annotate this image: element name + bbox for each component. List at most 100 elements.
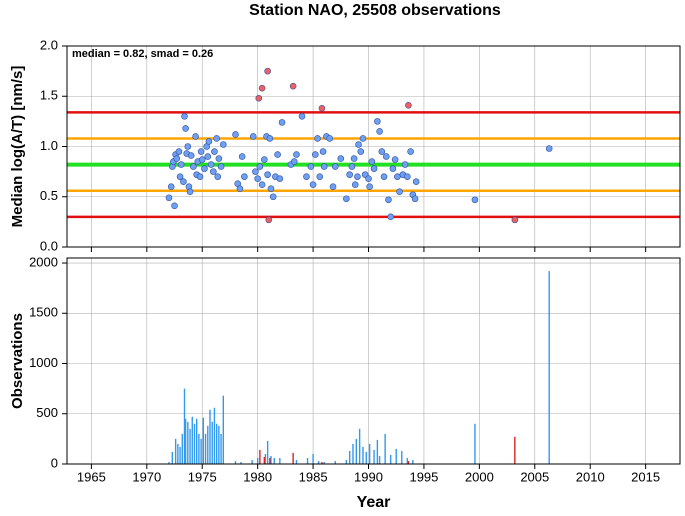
point [249,133,257,140]
point [192,133,199,140]
bar [362,446,364,464]
plot-frame [66,257,681,465]
x-tick-label: 2005 [520,469,549,484]
bar [207,425,209,464]
point [354,173,361,180]
bar [193,423,196,464]
annotation: median = 0.82, smad = 0.26 [72,48,213,60]
bar [202,417,205,464]
point [211,148,218,155]
point [359,135,367,142]
y-tick-label: 500 [36,405,58,420]
bar [358,428,361,464]
point [180,178,187,185]
bar [234,460,237,464]
bar [401,450,403,464]
point [182,125,189,132]
bar [195,418,198,464]
point [365,175,372,182]
bar [189,428,191,464]
point [219,141,227,148]
y-tick-label: 1.5 [40,88,58,103]
bar [306,457,309,464]
point [298,113,306,120]
point [207,161,215,168]
bar [213,407,216,464]
point [181,113,188,120]
point [391,156,399,163]
bar [273,457,275,464]
point [337,155,345,162]
point [255,94,263,102]
x-tick-label: 1970 [132,469,161,484]
bar [184,418,187,464]
bar [334,460,336,464]
y-tick-label: 2.0 [40,37,58,52]
bar [514,436,516,464]
point [407,148,414,155]
point [471,196,479,204]
bar [171,451,174,464]
bar [317,460,320,464]
point [175,148,183,155]
point [264,67,271,75]
point [401,161,409,168]
y-tick-label: 1.0 [40,138,58,153]
point [329,183,337,190]
point [366,183,373,190]
bar [174,438,177,464]
point [348,163,356,170]
plot-frame [66,45,681,248]
point [368,158,376,165]
x-tick-label: 1980 [243,469,272,484]
bar [191,416,193,464]
point [378,148,386,155]
point [350,155,358,162]
x-tick-label: 1990 [354,469,383,484]
point [385,196,392,204]
point [196,173,204,180]
point [370,165,378,172]
bar [365,451,367,464]
y-tick-label: 1500 [29,305,58,320]
point [545,145,553,152]
point [173,155,181,162]
point [205,138,213,145]
point [186,188,194,196]
bar [373,449,375,464]
bar [264,453,267,464]
point [394,173,401,180]
point [274,151,281,158]
point [405,101,412,109]
point [320,163,328,170]
bar [412,459,414,464]
bar [218,425,220,464]
y-tick-label: 1000 [29,355,58,370]
point [374,118,381,125]
x-tick-label: 2010 [576,469,605,484]
bar [209,409,211,464]
bar [240,461,242,464]
bar [323,461,325,464]
bar [270,455,272,464]
point [241,173,248,180]
point [355,141,362,148]
bar [395,448,397,464]
chart-title: Station NAO, 25508 observations [249,2,501,19]
point [346,171,353,178]
point [269,193,277,201]
x-tick-label: 1975 [188,469,217,484]
bar [474,423,476,464]
point [265,216,273,224]
bar [321,461,323,464]
point [198,156,206,163]
point [264,171,271,178]
point [387,213,394,221]
point [215,155,223,162]
point [187,152,195,159]
point [176,173,184,180]
x-tick-label: 1995 [409,469,438,484]
bar [355,438,358,464]
x-tick-label: 2015 [631,469,660,484]
